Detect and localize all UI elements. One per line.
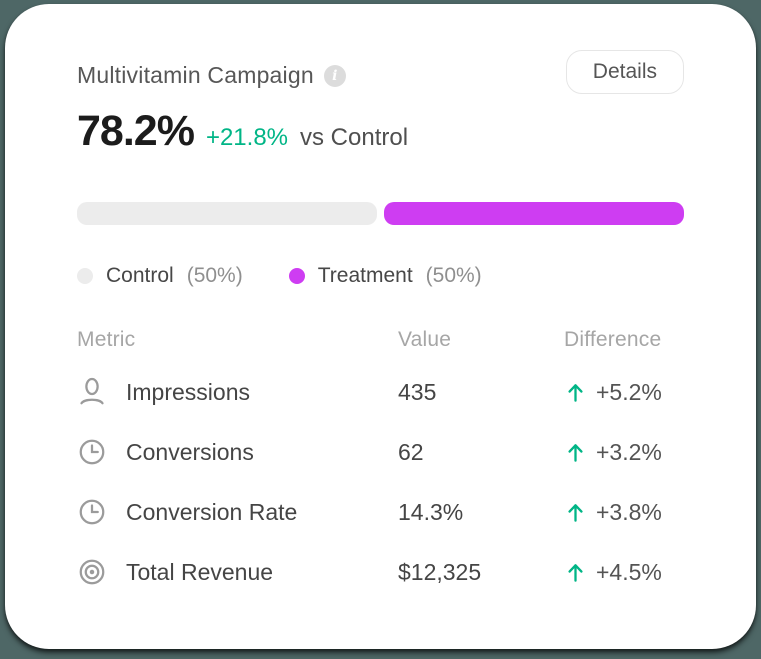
clock-icon [77, 437, 107, 467]
treatment-dot-icon [288, 268, 305, 284]
table-header: Metric Value Difference [77, 328, 684, 352]
clock-icon [77, 497, 107, 527]
arrow-up-icon [564, 561, 587, 584]
column-header-difference: Difference [564, 328, 662, 351]
difference-cell: +4.5% [564, 559, 684, 586]
title-wrap: Multivitamin Campaign i [77, 50, 346, 89]
target-icon [77, 557, 107, 587]
legend-share: (50%) [186, 264, 243, 287]
difference-value: +3.8% [596, 498, 662, 525]
legend-share: (50%) [425, 264, 482, 287]
legend-item-treatment: Treatment (50%) [288, 264, 482, 288]
delta-value: +21.8% [205, 124, 289, 151]
arrow-up-icon [564, 501, 587, 524]
table-row: Conversion Rate 14.3% +3.8% [77, 482, 684, 542]
metric-label: Total Revenue [126, 558, 274, 585]
table-body: Impressions 435 +5.2% Conversions 62 +3.… [77, 362, 684, 602]
legend-item-control: Control (50%) [77, 264, 243, 288]
allocation-bar [77, 202, 684, 225]
arrow-up-icon [564, 441, 587, 464]
metric-cell: Impressions [77, 377, 398, 407]
person-icon [77, 377, 107, 407]
metric-value: 14.3% [398, 498, 464, 525]
metric-label: Conversion Rate [126, 498, 298, 525]
legend: Control (50%) Treatment (50%) [77, 264, 684, 288]
treatment-bar-segment [384, 202, 684, 225]
card-header: Multivitamin Campaign i Details [77, 50, 684, 94]
control-dot-icon [77, 268, 93, 284]
difference-cell: +3.8% [564, 499, 684, 526]
legend-label: Treatment [317, 264, 413, 287]
column-header-value: Value [398, 328, 452, 351]
arrow-up-icon [564, 381, 587, 404]
summary-row: 78.2% +21.8% vs Control [77, 107, 684, 156]
metric-cell: Conversions [77, 437, 398, 467]
metric-value: 62 [398, 438, 424, 465]
difference-value: +4.5% [596, 558, 662, 585]
table-row: Conversions 62 +3.2% [77, 422, 684, 482]
metric-label: Conversions [126, 438, 254, 465]
metric-value: $12,325 [398, 558, 482, 585]
difference-cell: +3.2% [564, 439, 684, 466]
primary-metric-value: 78.2% [77, 107, 195, 155]
legend-label: Control [106, 264, 174, 287]
page-title: Multivitamin Campaign [77, 62, 314, 88]
campaign-card: Multivitamin Campaign i Details 78.2% +2… [5, 4, 756, 649]
details-button[interactable]: Details [565, 50, 684, 94]
control-bar-segment [77, 202, 377, 225]
difference-value: +5.2% [596, 378, 662, 405]
metric-cell: Total Revenue [77, 557, 398, 587]
difference-cell: +5.2% [564, 379, 684, 406]
table-row: Impressions 435 +5.2% [77, 362, 684, 422]
table-row: Total Revenue $12,325 +4.5% [77, 542, 684, 602]
column-header-metric: Metric [77, 328, 136, 351]
metric-label: Impressions [126, 378, 250, 405]
info-icon[interactable]: i [323, 64, 346, 87]
metric-value: 435 [398, 378, 437, 405]
delta-suffix: vs Control [300, 124, 409, 151]
difference-value: +3.2% [596, 438, 662, 465]
metric-cell: Conversion Rate [77, 497, 398, 527]
metrics-table: Metric Value Difference Impressions 435 … [77, 328, 684, 602]
